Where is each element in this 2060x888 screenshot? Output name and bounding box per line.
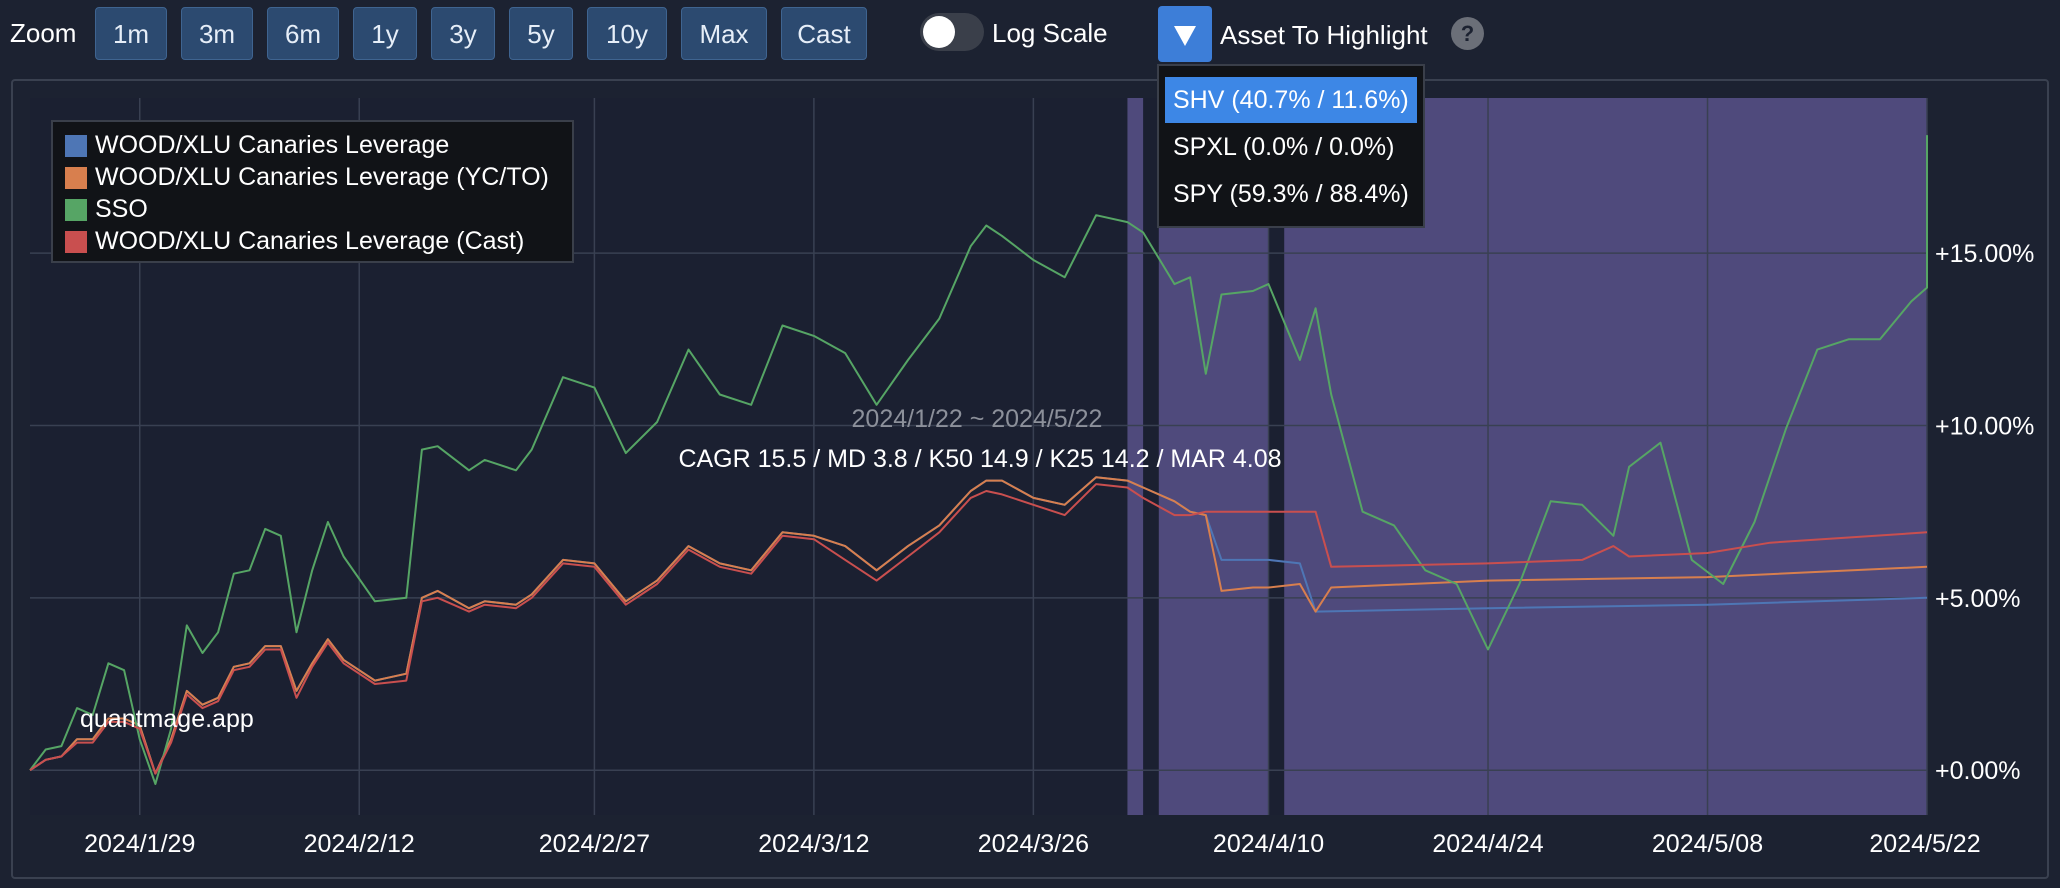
x-tick-label: 2024/4/10	[1213, 830, 1324, 858]
series-lines	[29, 134, 1928, 785]
asset-highlight-label: Asset To Highlight	[1220, 20, 1428, 50]
series-line-2[interactable]	[29, 134, 1928, 785]
toggle-knob	[923, 16, 955, 48]
x-tick-label: 2024/4/24	[1432, 830, 1543, 858]
log-scale-toggle[interactable]	[920, 13, 984, 51]
zoom-10y-button[interactable]: 10y	[587, 7, 667, 60]
zoom-5y-button[interactable]: 5y	[509, 7, 573, 60]
x-tick-label: 2024/3/26	[978, 830, 1089, 858]
x-tick-label: 2024/5/22	[1869, 830, 1980, 858]
zoom-max-button[interactable]: Max	[681, 7, 767, 60]
triangle-down-icon	[1174, 26, 1196, 46]
legend-swatch	[65, 167, 87, 189]
help-icon[interactable]: ?	[1451, 17, 1484, 50]
watermark-label: quantmage.app	[80, 705, 254, 733]
x-tick-label: 2024/2/12	[304, 830, 415, 858]
legend-swatch	[65, 135, 87, 157]
y-tick-label: +15.00%	[1935, 240, 2034, 268]
x-tick-label: 2024/5/08	[1652, 830, 1763, 858]
stats-label: CAGR 15.5 / MD 3.8 / K50 14.9 / K25 14.2…	[678, 445, 1281, 473]
legend-label: WOOD/XLU Canaries Leverage	[95, 131, 450, 159]
chart-legend: WOOD/XLU Canaries Leverage WOOD/XLU Cana…	[51, 120, 574, 263]
x-tick-label: 2024/3/12	[758, 830, 869, 858]
asset-option-spy[interactable]: SPY (59.3% / 88.4%)	[1173, 180, 1409, 208]
x-axis-ticks: 2024/1/29 2024/2/12 2024/2/27 2024/3/12 2024…	[84, 830, 1980, 858]
legend-label: SSO	[95, 195, 148, 223]
toolbar: Zoom 1m 3m 6m 1y 3y 5y 10y Max Cast Log …	[0, 0, 2060, 70]
y-tick-label: +5.00%	[1935, 585, 2021, 613]
y-tick-label: +0.00%	[1935, 757, 2021, 785]
series-line-3[interactable]	[29, 483, 1928, 775]
asset-highlight-dropdown-button[interactable]	[1158, 6, 1212, 62]
date-range-label: 2024/1/22 ~ 2024/5/22	[852, 405, 1103, 433]
legend-label: WOOD/XLU Canaries Leverage (Cast)	[95, 227, 525, 255]
asset-option-spxl[interactable]: SPXL (0.0% / 0.0%)	[1173, 133, 1395, 161]
zoom-3y-button[interactable]: 3y	[431, 7, 495, 60]
zoom-label: Zoom	[10, 18, 77, 48]
asset-option-shv[interactable]: SHV (40.7% / 11.6%)	[1165, 77, 1417, 123]
chart-panel	[11, 79, 2049, 879]
zoom-1m-button[interactable]: 1m	[95, 7, 167, 60]
log-scale-label: Log Scale	[992, 18, 1108, 48]
zoom-3m-button[interactable]: 3m	[181, 7, 253, 60]
highlight-band	[1127, 98, 1144, 815]
x-tick-label: 2024/1/29	[84, 830, 195, 858]
y-axis-ticks: +0.00% +5.00% +10.00% +15.00%	[1935, 240, 2034, 785]
grid-lines	[30, 98, 1928, 815]
legend-swatch	[65, 199, 87, 221]
asset-highlight-menu: SHV (40.7% / 11.6%) SPXL (0.0% / 0.0%) S…	[1157, 64, 1425, 228]
zoom-6m-button[interactable]: 6m	[267, 7, 339, 60]
legend-label: WOOD/XLU Canaries Leverage (YC/TO)	[95, 163, 549, 191]
zoom-cast-button[interactable]: Cast	[781, 7, 867, 60]
series-line-1[interactable]	[29, 476, 1928, 775]
legend-swatch	[65, 231, 87, 253]
x-tick-label: 2024/2/27	[539, 830, 650, 858]
y-tick-label: +10.00%	[1935, 412, 2034, 440]
zoom-1y-button[interactable]: 1y	[353, 7, 417, 60]
